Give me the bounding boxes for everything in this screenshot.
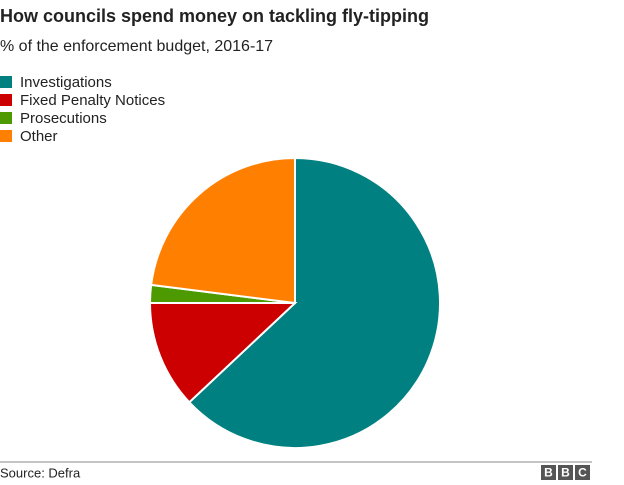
logo-letter: B — [544, 466, 553, 480]
chart-title: How councils spend money on tackling fly… — [0, 6, 429, 26]
legend-swatch — [0, 130, 12, 142]
legend-label: Prosecutions — [20, 110, 107, 127]
legend-label: Investigations — [20, 74, 112, 91]
pie-slice — [148, 302, 298, 404]
logo-box — [541, 465, 556, 480]
pie-slice — [150, 156, 296, 305]
logo-letter: B — [561, 466, 570, 480]
legend-label: Fixed Penalty Notices — [20, 92, 165, 109]
legend-label: Other — [20, 128, 58, 145]
logo-box — [575, 465, 590, 480]
chart-subtitle: % of the enforcement budget, 2016-17 — [0, 38, 273, 55]
logo-box — [558, 465, 573, 480]
legend-swatch — [0, 94, 12, 106]
source: Source: Defra — [0, 465, 81, 480]
legend-swatch — [0, 76, 12, 88]
logo-letter: C — [578, 466, 587, 480]
pie-slice — [187, 156, 442, 449]
legend-swatch — [0, 112, 12, 124]
